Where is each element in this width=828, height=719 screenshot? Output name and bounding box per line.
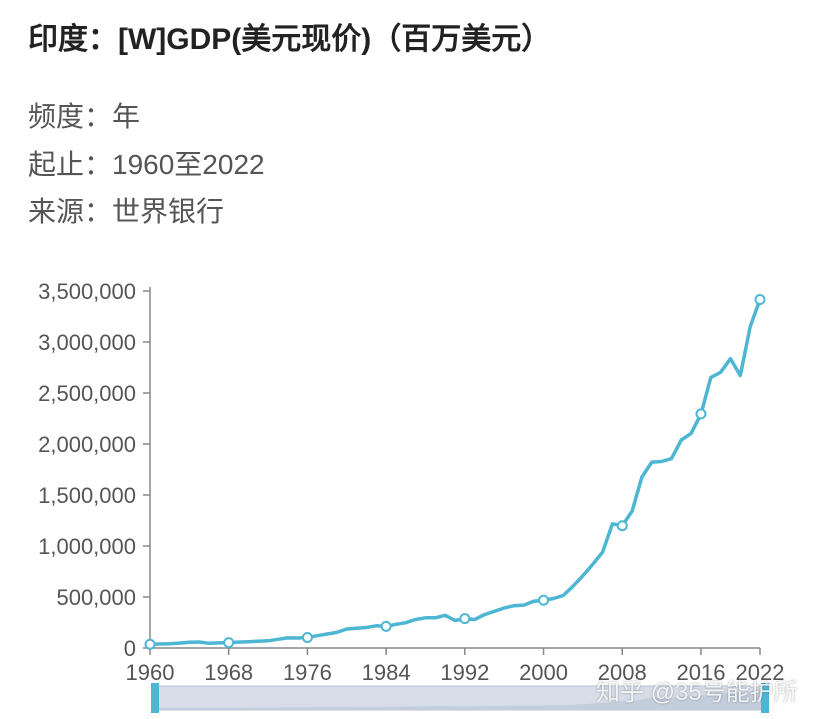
meta-frequency-label: 频度： [28,101,113,132]
data-point [144,638,156,650]
data-point [380,620,392,632]
meta-frequency-value: 年 [112,101,141,132]
slider-handle-right[interactable] [761,683,769,713]
meta-source: 来源：世界银行 [28,190,224,230]
y-tick-label: 500,000 [56,585,136,610]
x-tick-label: 1960 [126,660,175,685]
x-tick-label: 1968 [204,660,253,685]
x-tick-label: 1976 [283,660,332,685]
meta-range-value: 1960至2022 [112,149,265,180]
slider-preview [155,688,765,710]
y-tick-label: 3,000,000 [38,330,136,355]
data-point [754,293,766,305]
y-tick-label: 1,000,000 [38,534,136,559]
x-tick-label: 2022 [736,660,785,685]
x-tick-label: 2000 [519,660,568,685]
x-axis: 1960 1968 1976 1984 1992 2000 2008 2016 2022 [126,648,785,685]
x-tick-label: 2016 [676,660,725,685]
meta-source-value: 世界银行 [112,196,225,227]
meta-frequency: 频度：年 [28,95,140,135]
y-tick-label: 2,500,000 [38,381,136,406]
y-tick-label: 1,500,000 [38,483,136,508]
x-tick-label: 2008 [598,660,647,685]
y-tick-label: 2,000,000 [38,432,136,457]
y-tick-label: 3,500,000 [38,279,136,304]
data-point [695,408,707,420]
watermark: 知乎 @35号能护所 [596,679,798,706]
page-title: 印度：[W]GDP(美元现价)（百万美元） [28,23,552,56]
data-point [301,631,313,643]
data-point [459,613,471,625]
slider-handle-left[interactable] [151,683,159,713]
x-tick-label: 1992 [440,660,489,685]
series-line [149,298,762,646]
x-tick-label: 1984 [362,660,411,685]
series-markers [144,293,766,650]
meta-source-label: 来源： [28,196,113,227]
data-point [223,637,235,649]
data-point [538,594,550,606]
y-tick-label: 0 [124,636,136,661]
data-point [616,520,628,532]
meta-range: 起止：1960至2022 [28,143,265,183]
meta-range-label: 起止： [28,149,113,180]
zoom-slider[interactable] [151,683,769,713]
y-axis: 0 500,000 1,000,000 1,500,000 2,000,000 2,500… [38,279,150,661]
